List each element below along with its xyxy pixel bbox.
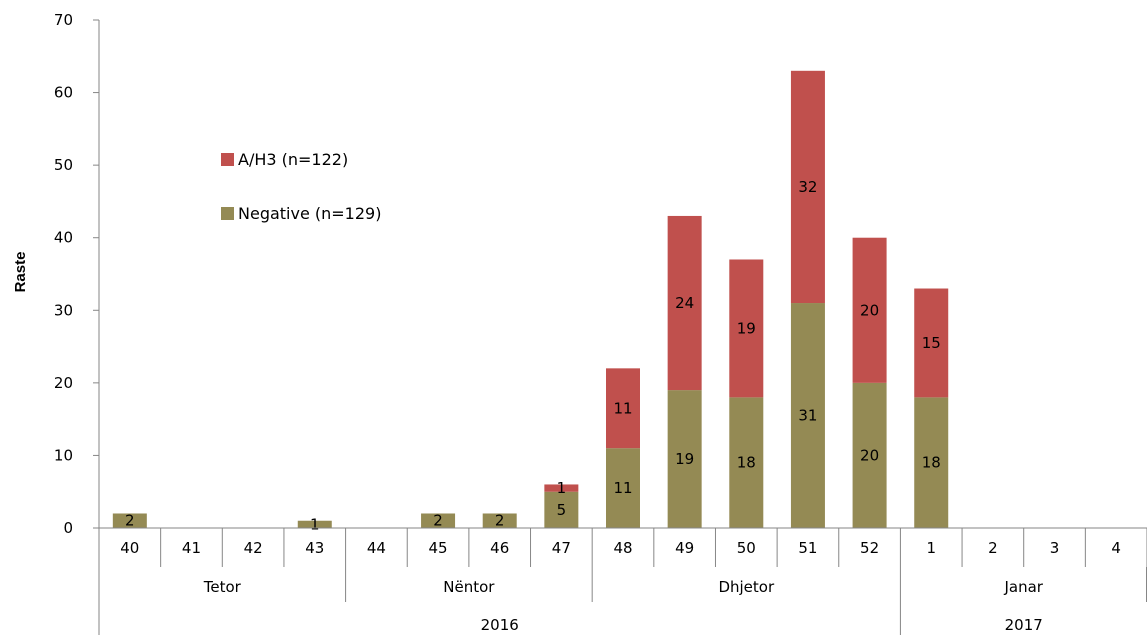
bar-segment [667,215,702,391]
x-category-label: 3 [1050,539,1060,557]
x-category-label: 46 [490,539,509,557]
data-label: 15 [922,334,941,352]
x-category-label: 43 [305,539,324,557]
x-category-label: 47 [552,539,571,557]
y-tick-label: 40 [54,229,73,247]
x-axis: 40 41 42 43 44 45 46 47 48 49 50 51 52 1 2 3 4 Tetor Nënto… [98,527,1147,635]
x-category-label: 40 [120,539,139,557]
x-category-label: 2 [988,539,998,557]
data-label: 20 [860,301,879,319]
data-label: 1 [310,515,320,533]
x-category-label: 45 [429,539,448,557]
legend-swatch [221,153,234,166]
bar-segment [606,368,640,449]
y-tick-label: 20 [54,374,73,392]
bar-segment [790,303,825,528]
y-tick-label: 30 [54,301,73,319]
data-label: 24 [675,294,694,312]
x-month-label: Dhjetor [718,578,775,596]
bar-segment [112,513,147,528]
x-category-label: 41 [182,539,201,557]
bar-segment [482,513,517,528]
data-label: 31 [798,407,817,425]
legend: A/H3 (n=122) Negative (n=129) [221,150,381,223]
data-label: 20 [860,446,879,464]
data-label: 11 [613,479,632,497]
x-month-label: Nëntor [443,578,495,596]
bar-segment [914,397,949,528]
bar-segment [544,484,579,492]
x-category-label: 52 [860,539,879,557]
bar-segment [729,397,764,528]
x-category-label: 49 [675,539,694,557]
x-category-label: 48 [613,539,632,557]
bars [112,70,949,528]
bar-segment [914,288,949,398]
legend-swatch [221,207,234,220]
data-label: 2 [433,512,443,530]
data-label: 32 [798,178,817,196]
y-tick-label: 60 [54,84,73,102]
data-label: 18 [737,454,756,472]
x-category-label: 1 [926,539,936,557]
x-month-label: Janar [1003,578,1043,596]
data-label: 19 [675,450,694,468]
x-category-label: 4 [1111,539,1121,557]
x-category-label: 50 [737,539,756,557]
y-tick-label: 70 [54,11,73,29]
bar-segment [790,70,825,304]
data-label: 5 [557,501,567,519]
y-axis: 0 10 20 30 40 50 60 70 [54,11,100,537]
y-axis-label: Raste [12,252,29,293]
data-label: 19 [737,319,756,337]
legend-label: Negative (n=129) [238,204,381,223]
bar-segment [544,491,579,528]
x-category-label: 51 [798,539,817,557]
data-label: 2 [495,512,505,530]
bar-segment [852,382,887,528]
x-month-label: Tetor [203,578,242,596]
data-label: 18 [922,454,941,472]
data-label: 11 [613,399,632,417]
bar-segment [852,237,887,383]
bar-segment [667,390,702,528]
bar-segment [606,448,640,528]
data-label: 2 [125,512,135,530]
legend-label: A/H3 (n=122) [238,150,348,169]
x-category-label: 42 [244,539,263,557]
y-tick-label: 0 [63,519,73,537]
y-tick-label: 10 [54,446,73,464]
y-tick-label: 50 [54,156,73,174]
data-label: 1 [557,479,567,497]
x-year-label: 2016 [481,616,519,634]
bar-segment [421,513,456,528]
bar-segment [729,259,764,398]
x-category-label: 44 [367,539,386,557]
x-year-label: 2017 [1005,616,1043,634]
bar-segment [297,520,332,528]
